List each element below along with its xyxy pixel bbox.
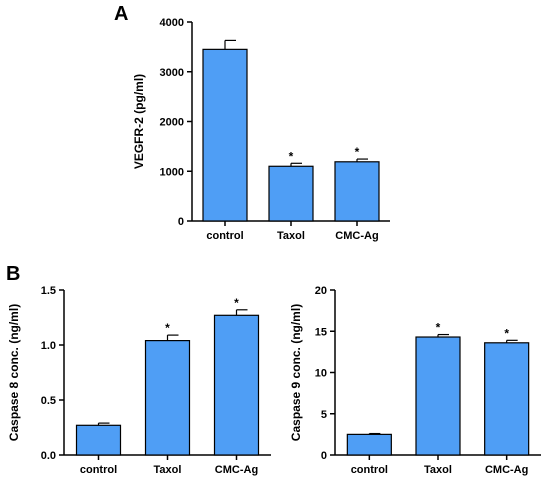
chart-caspase9: 0 5 10 15 20 Caspase 9 conc. (ng/ml) control * T… [289,285,541,476]
y-tick-label: 5 [321,409,327,421]
y-tick-label: 10 [315,368,327,380]
y-tick-label: 4000 [160,17,184,29]
significance-marker: * [234,296,239,310]
significance-marker: * [504,326,509,340]
x-category-label: control [80,464,117,476]
significance-marker: * [165,321,170,335]
bar [202,48,248,222]
bar [213,314,260,456]
significance-marker: * [436,321,441,335]
x-category-label: control [206,230,243,242]
bar [144,340,191,456]
x-category-label: CMC-Ag [485,464,528,476]
y-tick-label: 2000 [160,117,184,129]
y-tick-label: 0.0 [41,450,56,462]
significance-marker: * [289,149,294,163]
y-tick-label: 20 [315,285,327,297]
bar [268,165,314,222]
y-tick-label: 1.0 [41,340,56,352]
y-axis-title: VEGFR-2 (pg/ml) [132,74,146,169]
y-tick-label: 0.5 [41,395,56,407]
y-tick-label: 3000 [160,67,184,79]
significance-marker: * [355,145,360,159]
chart-caspase8: 0.0 0.5 1.0 1.5 Caspase 8 conc. (ng/ml) contr… [7,285,271,476]
bar [415,336,461,456]
y-tick-label: 0 [321,450,327,462]
x-category-label: Taxol [277,230,305,242]
bar [346,433,392,456]
y-tick-label: 1000 [160,166,184,178]
y-tick-label: 1.5 [41,285,56,297]
bar [484,342,530,456]
x-category-label: Taxol [154,464,182,476]
y-tick-label: 15 [315,326,327,338]
x-category-label: CMC-Ag [215,464,258,476]
y-tick-label: 0 [178,216,184,228]
x-category-label: Taxol [424,464,452,476]
chart-vegfr2: 0 1000 2000 3000 4000 VEGFR-2 (pg/ml) control *… [132,17,390,242]
panel-label-b: B [6,263,20,285]
panel-label-a: A [114,3,128,25]
x-category-label: CMC-Ag [335,230,378,242]
x-category-label: control [351,464,388,476]
y-axis-title: Caspase 8 conc. (ng/ml) [7,304,21,441]
y-axis-title: Caspase 9 conc. (ng/ml) [289,304,303,441]
bar [334,161,380,222]
bar [75,424,122,456]
